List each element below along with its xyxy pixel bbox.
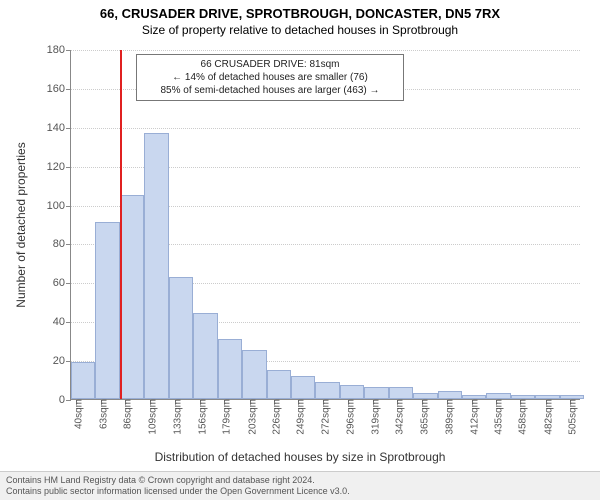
histogram-bar [218,339,242,399]
ytick-label: 140 [41,122,71,134]
ytick-label: 160 [41,83,71,95]
xtick-label: 86sqm [117,399,134,429]
x-axis-label: Distribution of detached houses by size … [0,450,600,464]
annotation-line-3: 85% of semi-detached houses are larger (… [143,84,397,97]
histogram-bar [315,382,339,400]
xtick-label: 435sqm [488,399,505,435]
ytick-label: 40 [41,316,71,328]
xtick-label: 203sqm [241,399,258,435]
annotation-line-2: ← 14% of detached houses are smaller (76… [143,71,397,84]
histogram-bar [144,133,168,399]
histogram-bar [193,313,217,399]
xtick-label: 226sqm [265,399,282,435]
ytick-label: 180 [41,44,71,56]
xtick-label: 389sqm [439,399,456,435]
reference-line [120,50,122,399]
ytick-label: 0 [41,394,71,406]
page-subtitle: Size of property relative to detached ho… [0,21,600,37]
ytick-label: 20 [41,355,71,367]
histogram-bar [242,350,266,399]
xtick-label: 342sqm [389,399,406,435]
xtick-label: 249sqm [290,399,307,435]
gridline [71,50,580,51]
xtick-label: 156sqm [191,399,208,435]
xtick-label: 458sqm [512,399,529,435]
xtick-label: 319sqm [364,399,381,435]
xtick-label: 40sqm [68,399,85,429]
histogram-chart: 02040608010012014016018040sqm63sqm86sqm1… [70,50,580,400]
xtick-label: 412sqm [463,399,480,435]
footer-line-2: Contains public sector information licen… [6,486,594,497]
xtick-label: 63sqm [92,399,109,429]
annotation-box: 66 CRUSADER DRIVE: 81sqm ← 14% of detach… [136,54,404,101]
histogram-bar [95,222,119,399]
histogram-bar [438,391,462,399]
xtick-label: 133sqm [167,399,184,435]
gridline [71,128,580,129]
y-axis-label: Number of detached properties [14,142,28,307]
histogram-bar [291,376,315,399]
ytick-label: 60 [41,277,71,289]
footer-line-1: Contains HM Land Registry data © Crown c… [6,475,594,486]
histogram-bar [267,370,291,399]
xtick-label: 179sqm [216,399,233,435]
xtick-label: 272sqm [314,399,331,435]
xtick-label: 505sqm [562,399,579,435]
xtick-label: 365sqm [413,399,430,435]
ytick-label: 120 [41,161,71,173]
xtick-label: 296sqm [340,399,357,435]
annotation-line-1: 66 CRUSADER DRIVE: 81sqm [143,58,397,71]
ytick-label: 100 [41,200,71,212]
xtick-label: 482sqm [537,399,554,435]
page-title: 66, CRUSADER DRIVE, SPROTBROUGH, DONCAST… [0,0,600,21]
histogram-bar [340,385,364,399]
histogram-bar [389,387,413,399]
histogram-bar [364,387,388,399]
xtick-label: 109sqm [141,399,158,435]
histogram-bar [71,362,95,399]
histogram-bar [169,277,193,400]
ytick-label: 80 [41,238,71,250]
histogram-bar [120,195,144,399]
plot-area: 02040608010012014016018040sqm63sqm86sqm1… [70,50,580,400]
attribution-footer: Contains HM Land Registry data © Crown c… [0,471,600,500]
